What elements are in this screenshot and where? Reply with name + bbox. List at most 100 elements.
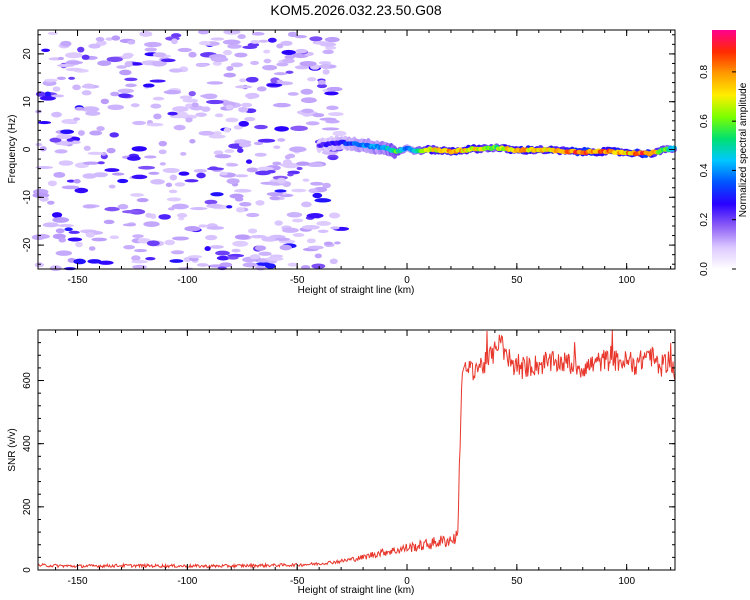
colorbar-gradient — [712, 30, 736, 269]
noise-blob — [151, 60, 167, 67]
noise-blob — [72, 84, 81, 91]
spectrogram-x-label: Height of straight line (km) — [298, 285, 415, 296]
colorbar-ticks: 0.0 0.2 0.4 0.6 0.8 — [699, 64, 736, 276]
colorbar-tick-label: 0.0 — [699, 262, 710, 276]
x-tick-label: -50 — [290, 275, 305, 286]
noise-blob — [105, 37, 114, 41]
noise-blob — [300, 88, 314, 95]
noise-blob — [142, 83, 155, 88]
noise-blob — [144, 47, 158, 52]
noise-blob — [183, 256, 191, 263]
noise-blob — [77, 130, 85, 136]
noise-blob — [328, 112, 344, 117]
noise-blob — [216, 255, 230, 261]
noise-blob — [305, 121, 320, 126]
noise-blob — [60, 40, 72, 47]
noise-blob — [210, 56, 229, 63]
noise-blob — [324, 91, 339, 96]
noise-blob — [170, 250, 185, 255]
noise-blob — [238, 142, 252, 148]
noise-blob — [245, 159, 253, 164]
noise-blob — [262, 64, 278, 71]
noise-blob — [73, 179, 81, 184]
noise-blob — [242, 262, 258, 268]
noise-blob — [291, 188, 307, 193]
noise-blob — [300, 265, 311, 270]
noise-blob — [124, 61, 133, 68]
noise-blob — [108, 184, 116, 189]
noise-blob — [253, 141, 264, 146]
noise-blob — [74, 106, 85, 111]
noise-blob — [289, 146, 307, 153]
noise-blob — [124, 77, 138, 82]
noise-blob — [198, 224, 208, 228]
noise-blob — [255, 265, 266, 271]
noise-blob — [281, 227, 299, 233]
noise-blob — [104, 168, 120, 173]
noise-blob — [47, 180, 57, 187]
noise-blob — [49, 137, 62, 143]
noise-blob — [258, 251, 272, 256]
noise-blob — [206, 226, 225, 230]
noise-blob — [51, 111, 62, 118]
y-tick-label: 0 — [22, 146, 33, 152]
noise-blob — [152, 52, 167, 58]
snr-panel: -150 -100 -50 0 50 100 0 200 400 600 Height of s… — [7, 329, 676, 596]
noise-blob — [178, 171, 190, 176]
x-tick-label: 50 — [511, 576, 523, 587]
noise-blob — [321, 127, 340, 131]
noise-blob — [96, 126, 105, 132]
noise-blob — [214, 154, 232, 159]
noise-blob — [273, 145, 281, 149]
noise-blob — [235, 207, 245, 213]
noise-blob — [87, 259, 102, 264]
noise-blob — [261, 236, 279, 242]
noise-blob — [306, 77, 317, 82]
noise-blob — [81, 54, 90, 60]
noise-blob — [322, 49, 334, 55]
noise-blob — [232, 240, 249, 247]
snr-x-label: Height of straight line (km) — [298, 585, 415, 596]
noise-blob — [300, 97, 317, 104]
noise-blob — [234, 174, 249, 178]
noise-blob — [82, 173, 97, 179]
noise-blob — [234, 52, 248, 58]
noise-blob — [139, 31, 153, 37]
noise-blob — [322, 182, 331, 189]
noise-blob — [167, 111, 178, 116]
noise-blob — [317, 80, 326, 85]
noise-blob — [206, 81, 224, 85]
noise-blob — [254, 152, 267, 157]
y-tick-label: 400 — [22, 435, 33, 452]
noise-blob — [290, 125, 308, 131]
noise-blob — [208, 134, 226, 139]
noise-blob — [184, 179, 199, 183]
noise-blob — [249, 254, 261, 260]
spectrogram-y-ticks: -20 -10 0 10 20 — [22, 34, 675, 265]
noise-blob — [163, 89, 182, 95]
noise-blob — [178, 217, 185, 221]
noise-blob — [273, 72, 287, 76]
noise-blob — [247, 228, 258, 234]
noise-blob — [149, 79, 166, 83]
noise-blob — [226, 163, 239, 167]
noise-blob — [287, 92, 299, 96]
noise-blob — [174, 182, 186, 187]
noise-blob — [240, 102, 253, 108]
noise-blob — [282, 159, 292, 166]
noise-blob — [322, 69, 330, 75]
noise-blob — [143, 221, 160, 228]
y-tick-label: 20 — [22, 48, 33, 60]
noise-blob — [95, 36, 105, 42]
noise-blob — [291, 218, 304, 223]
noise-blob — [145, 212, 153, 218]
noise-blob — [44, 78, 58, 82]
noise-blob — [109, 132, 119, 138]
colorbar-tick-label: 0.4 — [699, 163, 710, 177]
noise-blob — [269, 196, 280, 201]
noise-blob — [257, 138, 276, 143]
noise-blob — [119, 69, 132, 76]
noise-blob — [132, 120, 147, 126]
noise-blob — [106, 147, 116, 154]
spectrogram-y-label: Frequency (Hz) — [7, 115, 18, 184]
